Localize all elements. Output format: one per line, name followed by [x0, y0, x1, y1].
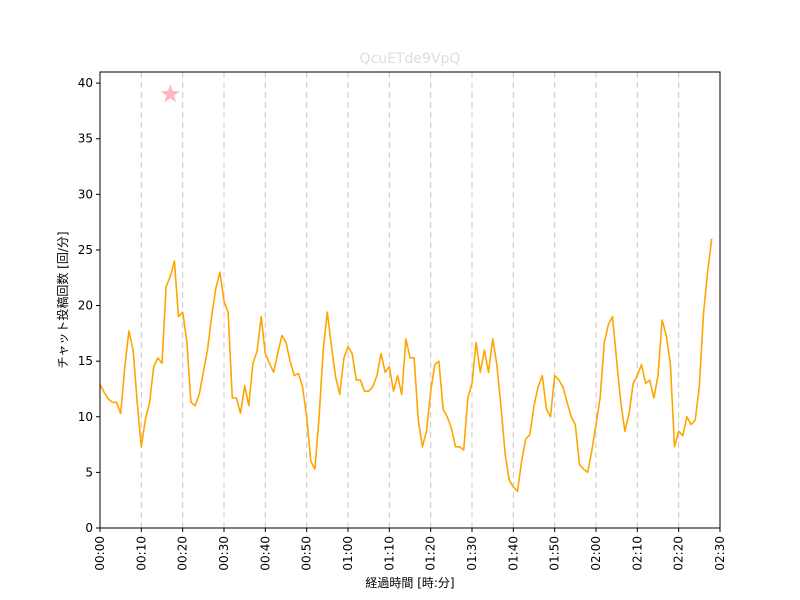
x-tick-label: 00:30 [217, 536, 231, 571]
y-tick-label: 20 [78, 299, 93, 313]
x-tick-label: 01:40 [506, 536, 520, 571]
x-grid-lines [140, 72, 680, 528]
x-tick-label: 00:50 [300, 536, 314, 571]
x-tick-label: 02:00 [589, 536, 603, 571]
y-axis-ticks: 0 5 10 15 20 25 30 35 40 [78, 76, 100, 535]
y-tick-label: 0 [85, 521, 93, 535]
peak-star-marker [160, 84, 180, 103]
x-tick-label: 00:40 [258, 536, 272, 571]
x-tick-label: 02:30 [713, 536, 727, 571]
y-tick-label: 40 [78, 76, 93, 90]
y-axis-label: チャット投稿回数 [回/分] [55, 231, 70, 368]
x-tick-label: 01:10 [382, 536, 396, 571]
y-tick-label: 30 [78, 187, 93, 201]
y-tick-label: 5 [85, 465, 93, 479]
marker-layer [160, 84, 180, 103]
y-tick-label: 15 [78, 354, 93, 368]
series-line [99, 238, 713, 493]
y-tick-label: 10 [78, 410, 93, 424]
x-tick-label: 01:00 [341, 536, 355, 571]
x-tick-label: 01:20 [424, 536, 438, 571]
x-axis-ticks: 00:00 00:10 00:20 00:30 00:40 00:50 01:00 01:10… [93, 528, 727, 571]
plot-frame [99, 71, 721, 529]
y-tick-label: 25 [78, 243, 93, 257]
series-layer [99, 238, 713, 493]
x-tick-label: 02:20 [672, 536, 686, 571]
x-tick-label: 01:30 [465, 536, 479, 571]
x-tick-label: 00:10 [134, 536, 148, 571]
x-tick-label: 00:00 [93, 536, 107, 571]
x-tick-label: 02:10 [630, 536, 644, 571]
x-tick-label: 00:20 [176, 536, 190, 571]
y-tick-label: 35 [78, 132, 93, 146]
chart-title: QcuETde9VpQ [360, 51, 461, 67]
x-axis-label: 経過時間 [時:分] [365, 576, 454, 590]
x-tick-label: 01:50 [548, 536, 562, 571]
